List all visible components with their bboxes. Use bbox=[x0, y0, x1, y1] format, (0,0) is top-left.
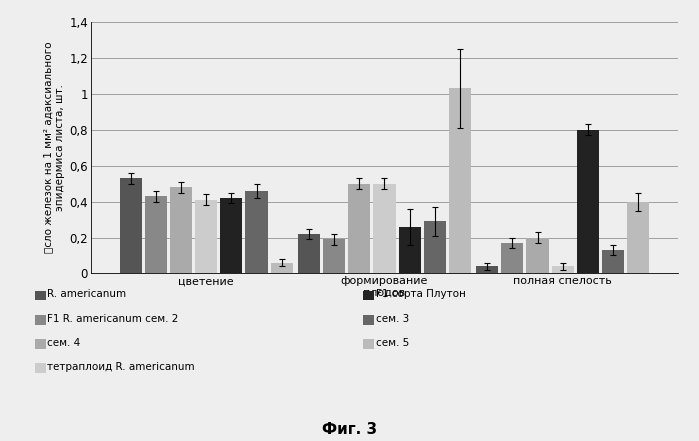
Text: R. americanum: R. americanum bbox=[48, 289, 127, 299]
Bar bbox=[449, 89, 471, 273]
Bar bbox=[501, 243, 524, 273]
Bar bbox=[526, 238, 549, 273]
Text: сем. 5: сем. 5 bbox=[376, 338, 409, 348]
Bar bbox=[602, 250, 624, 273]
Bar bbox=[271, 263, 293, 273]
Bar bbox=[245, 191, 268, 273]
Text: тетраплоид R. americanum: тетраплоид R. americanum bbox=[48, 362, 195, 372]
Text: сем. 3: сем. 3 bbox=[376, 314, 409, 324]
Bar bbox=[298, 234, 320, 273]
Bar bbox=[577, 130, 599, 273]
Y-axis label: 䉽сло железок на 1 мм² адаксиального
эпидермиса листа, шт.: 䉽сло железок на 1 мм² адаксиального эпид… bbox=[43, 42, 65, 254]
Bar bbox=[476, 266, 498, 273]
Text: Фиг. 3: Фиг. 3 bbox=[322, 422, 377, 437]
Bar bbox=[424, 221, 446, 273]
Bar bbox=[627, 202, 649, 273]
Text: F1 сорта Плутон: F1 сорта Плутон bbox=[376, 289, 466, 299]
Bar bbox=[170, 187, 192, 273]
Text: сем. 4: сем. 4 bbox=[48, 338, 80, 348]
Bar bbox=[120, 178, 142, 273]
Bar bbox=[323, 239, 345, 273]
Bar bbox=[195, 200, 217, 273]
Bar bbox=[220, 198, 243, 273]
Text: F1 R. americanum сем. 2: F1 R. americanum сем. 2 bbox=[48, 314, 179, 324]
Bar bbox=[552, 266, 574, 273]
Bar bbox=[348, 183, 370, 273]
Bar bbox=[373, 183, 396, 273]
Bar bbox=[398, 227, 421, 273]
Bar bbox=[145, 196, 167, 273]
